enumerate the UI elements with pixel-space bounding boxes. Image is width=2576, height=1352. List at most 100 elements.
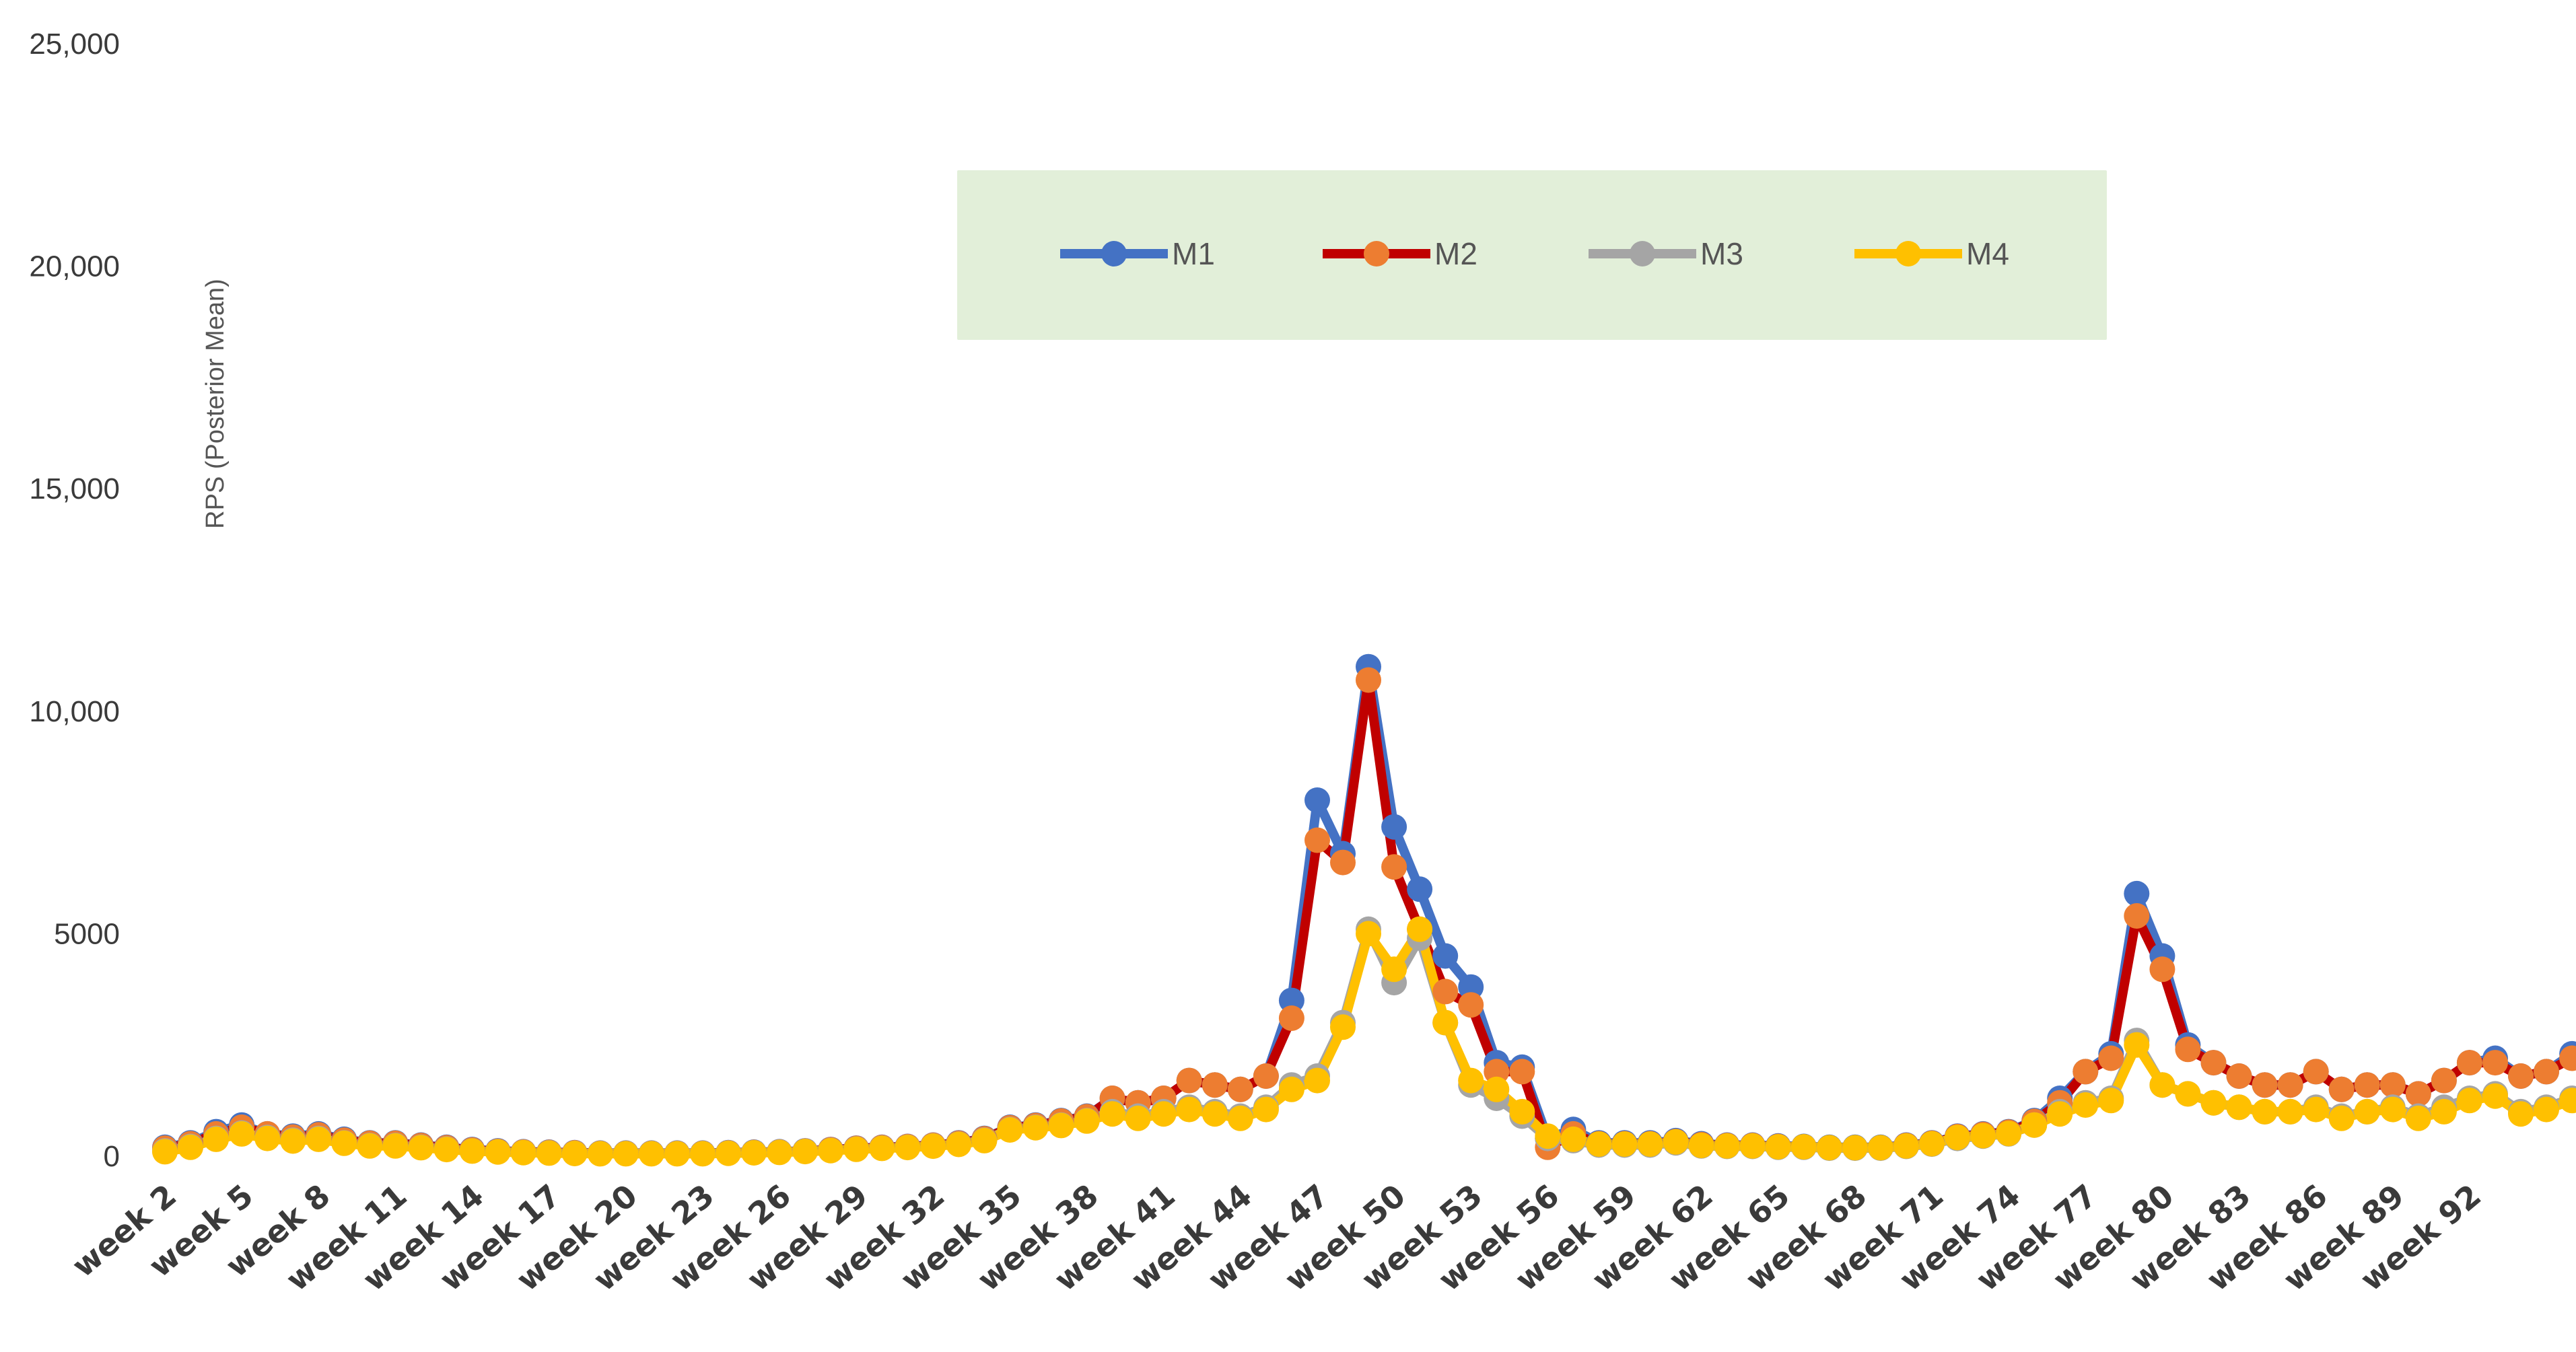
series-markers	[152, 653, 2576, 1167]
data-point-m4	[664, 1141, 690, 1167]
data-point-m2	[1509, 1059, 1535, 1085]
data-point-m2	[1432, 979, 1459, 1005]
data-point-m4	[2405, 1105, 2431, 1131]
data-point-m2	[2073, 1059, 2099, 1085]
data-point-m4	[2073, 1092, 2099, 1118]
data-point-m4	[2431, 1098, 2457, 1125]
data-point-m4	[1330, 1014, 1356, 1040]
data-point-m4	[2534, 1096, 2559, 1123]
data-point-m2	[2534, 1059, 2559, 1085]
data-point-m1	[1458, 974, 1484, 1000]
data-point-m4	[741, 1140, 767, 1166]
data-point-m4	[306, 1126, 332, 1152]
data-point-m4	[1611, 1131, 1638, 1158]
data-point-m4	[1790, 1134, 1817, 1160]
data-point-m4	[2098, 1088, 2124, 1114]
data-point-m4	[767, 1139, 792, 1166]
data-point-m4	[1381, 956, 1407, 983]
data-point-m4	[1022, 1114, 1049, 1141]
data-point-m1	[1432, 943, 1459, 969]
data-point-m4	[1714, 1133, 1740, 1159]
y-tick-label: 15,000	[29, 472, 120, 505]
data-point-m2	[2456, 1050, 2482, 1076]
data-point-m4	[818, 1137, 844, 1164]
data-point-m4	[2508, 1101, 2534, 1127]
data-point-m4	[254, 1125, 281, 1151]
data-point-m2	[2354, 1072, 2380, 1098]
data-point-m4	[1970, 1123, 1996, 1149]
data-point-m4	[1074, 1108, 1100, 1134]
data-point-m4	[869, 1135, 895, 1162]
y-tick-label: 20,000	[29, 250, 120, 283]
legend-swatch-marker	[1101, 241, 1127, 266]
data-point-m4	[1176, 1096, 1202, 1123]
data-point-m2	[2149, 956, 2175, 983]
data-point-m4	[280, 1128, 306, 1154]
data-point-m4	[1688, 1133, 1714, 1159]
data-point-m2	[2303, 1059, 2329, 1085]
data-point-m4	[2021, 1112, 2048, 1138]
data-point-m4	[792, 1139, 819, 1165]
legend-item-m3: M3	[1589, 236, 1743, 271]
data-point-m4	[1278, 1076, 1304, 1102]
y-axis-label: RPS (Posterior Mean)	[201, 279, 230, 529]
data-point-m4	[1356, 921, 1381, 947]
data-point-m2	[2200, 1050, 2227, 1076]
data-point-m4	[2200, 1090, 2227, 1116]
data-point-m4	[1739, 1133, 1766, 1159]
data-point-m4	[1586, 1131, 1612, 1158]
legend-swatch-marker	[1364, 241, 1389, 266]
data-point-m4	[561, 1141, 588, 1166]
data-point-m4	[1125, 1105, 1151, 1131]
data-point-m4	[1048, 1112, 1074, 1139]
data-point-m4	[1945, 1125, 1970, 1151]
data-point-m2	[2431, 1067, 2457, 1094]
data-point-m4	[689, 1141, 716, 1167]
data-point-m4	[178, 1134, 203, 1160]
data-point-m4	[2226, 1094, 2252, 1120]
data-point-m4	[1535, 1123, 1561, 1149]
data-point-m4	[1842, 1135, 1868, 1161]
legend: M1 M2 M3 M4	[957, 170, 2107, 340]
data-point-m4	[638, 1141, 664, 1167]
data-point-m1	[1407, 876, 1433, 902]
data-point-m1	[1304, 787, 1330, 813]
data-point-m4	[1509, 1098, 1535, 1125]
data-point-m2	[2098, 1045, 2124, 1071]
data-point-m4	[1867, 1135, 1893, 1161]
data-point-m4	[716, 1140, 741, 1166]
data-point-m4	[2124, 1032, 2150, 1058]
data-point-m4	[843, 1136, 870, 1162]
data-point-m2	[2252, 1072, 2278, 1098]
data-point-m2	[1202, 1072, 1228, 1098]
data-point-m4	[433, 1137, 460, 1163]
y-axis: 0 5000 10,000 15,000 20,000 25,000	[29, 28, 120, 1173]
data-point-m4	[2277, 1098, 2303, 1125]
data-point-m4	[2482, 1083, 2508, 1109]
data-point-m4	[920, 1133, 946, 1160]
data-point-m4	[2379, 1096, 2406, 1123]
data-point-m4	[2456, 1088, 2482, 1114]
data-point-m2	[2124, 903, 2150, 929]
data-point-m4	[1663, 1129, 1689, 1155]
legend-item-m2: M2	[1323, 236, 1477, 271]
data-point-m4	[2252, 1098, 2278, 1125]
data-point-m1	[1381, 814, 1407, 840]
data-point-m4	[510, 1139, 536, 1166]
data-point-m4	[1765, 1134, 1791, 1160]
y-tick-label: 25,000	[29, 28, 120, 61]
data-point-m4	[997, 1117, 1023, 1143]
data-point-m4	[1919, 1131, 1945, 1157]
data-point-m2	[1227, 1076, 1253, 1102]
legend-swatch-marker	[1895, 241, 1921, 266]
data-point-m4	[1253, 1096, 1279, 1123]
data-point-m4	[1407, 916, 1433, 942]
data-point-m4	[1637, 1131, 1663, 1158]
data-point-m2	[1356, 667, 1381, 693]
data-point-m1	[1278, 987, 1304, 1013]
legend-item-m1: M1	[1060, 236, 1215, 271]
data-point-m2	[2175, 1036, 2201, 1063]
data-point-m4	[1202, 1101, 1228, 1127]
